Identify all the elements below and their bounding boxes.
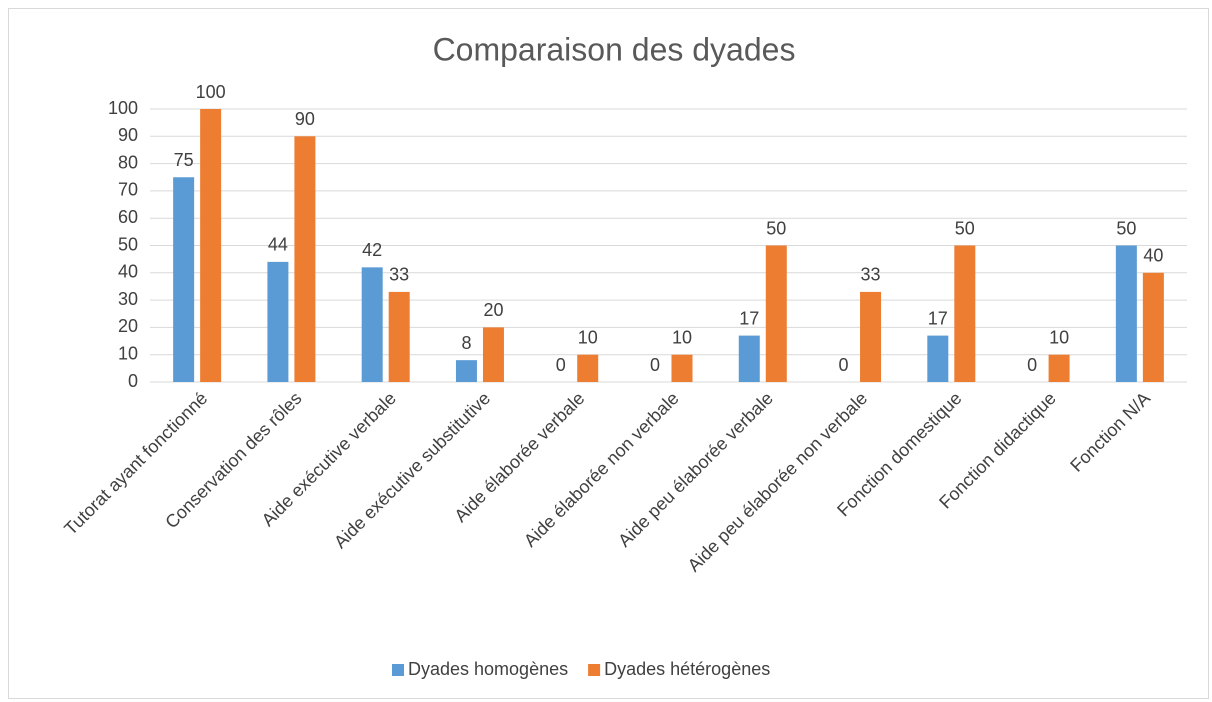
bar (860, 291, 882, 382)
bar (482, 327, 504, 382)
data-label: 10 (1049, 327, 1069, 347)
x-tick-label: Fonction N/A (1066, 388, 1154, 476)
x-tick-label: Aide élaborée non verbale (520, 388, 683, 551)
legend-label: Dyades homogènes (408, 659, 568, 679)
data-label: 0 (1027, 355, 1037, 375)
data-label: 100 (196, 82, 226, 102)
bar (765, 245, 787, 382)
y-tick-label: 30 (118, 289, 138, 309)
x-tick-label: Aide exécutive substitutive (330, 388, 494, 552)
bar (361, 267, 383, 382)
data-label: 10 (578, 327, 598, 347)
data-label: 44 (268, 235, 288, 255)
y-tick-label: 0 (128, 371, 138, 391)
y-tick-label: 100 (108, 98, 138, 118)
bar (671, 354, 693, 382)
bar (954, 245, 976, 382)
data-label: 40 (1143, 246, 1163, 266)
bar (1048, 354, 1070, 382)
data-label: 50 (955, 218, 975, 238)
legend-label: Dyades hétérogènes (604, 659, 770, 679)
bar (455, 360, 477, 382)
bar (927, 335, 949, 382)
y-tick-label: 50 (118, 234, 138, 254)
data-label: 17 (739, 308, 759, 328)
bar (1115, 245, 1137, 382)
y-tick-label: 10 (118, 343, 138, 363)
bar (267, 261, 289, 382)
bar (200, 109, 222, 382)
y-tick-label: 60 (118, 207, 138, 227)
y-tick-label: 80 (118, 152, 138, 172)
chart-title: Comparaison des dyades (433, 31, 796, 67)
x-tick-label: Aide peu élaborée verbale (614, 388, 777, 551)
data-label: 10 (672, 327, 692, 347)
y-tick-label: 90 (118, 125, 138, 145)
bar (388, 291, 410, 382)
y-tick-label: 20 (118, 316, 138, 336)
bar (294, 136, 316, 382)
bar (577, 354, 599, 382)
legend-swatch (392, 664, 404, 676)
data-label: 0 (839, 355, 849, 375)
data-label: 75 (174, 150, 194, 170)
data-label: 90 (295, 109, 315, 129)
data-label: 0 (650, 355, 660, 375)
x-tick-label: Aide peu élaborée non verbale (684, 388, 872, 576)
data-label: 20 (483, 300, 503, 320)
legend-swatch (588, 664, 601, 676)
bar (1142, 272, 1164, 382)
data-label: 50 (1116, 218, 1136, 238)
bar (738, 335, 760, 382)
data-label: 8 (461, 333, 471, 353)
bar (173, 177, 195, 382)
data-label: 33 (861, 265, 881, 285)
chart-border (8, 8, 1209, 699)
data-label: 0 (556, 355, 566, 375)
y-tick-label: 40 (118, 262, 138, 282)
data-label: 33 (389, 265, 409, 285)
y-tick-label: 70 (118, 180, 138, 200)
data-label: 17 (928, 308, 948, 328)
data-label: 42 (362, 240, 382, 260)
data-label: 50 (766, 218, 786, 238)
